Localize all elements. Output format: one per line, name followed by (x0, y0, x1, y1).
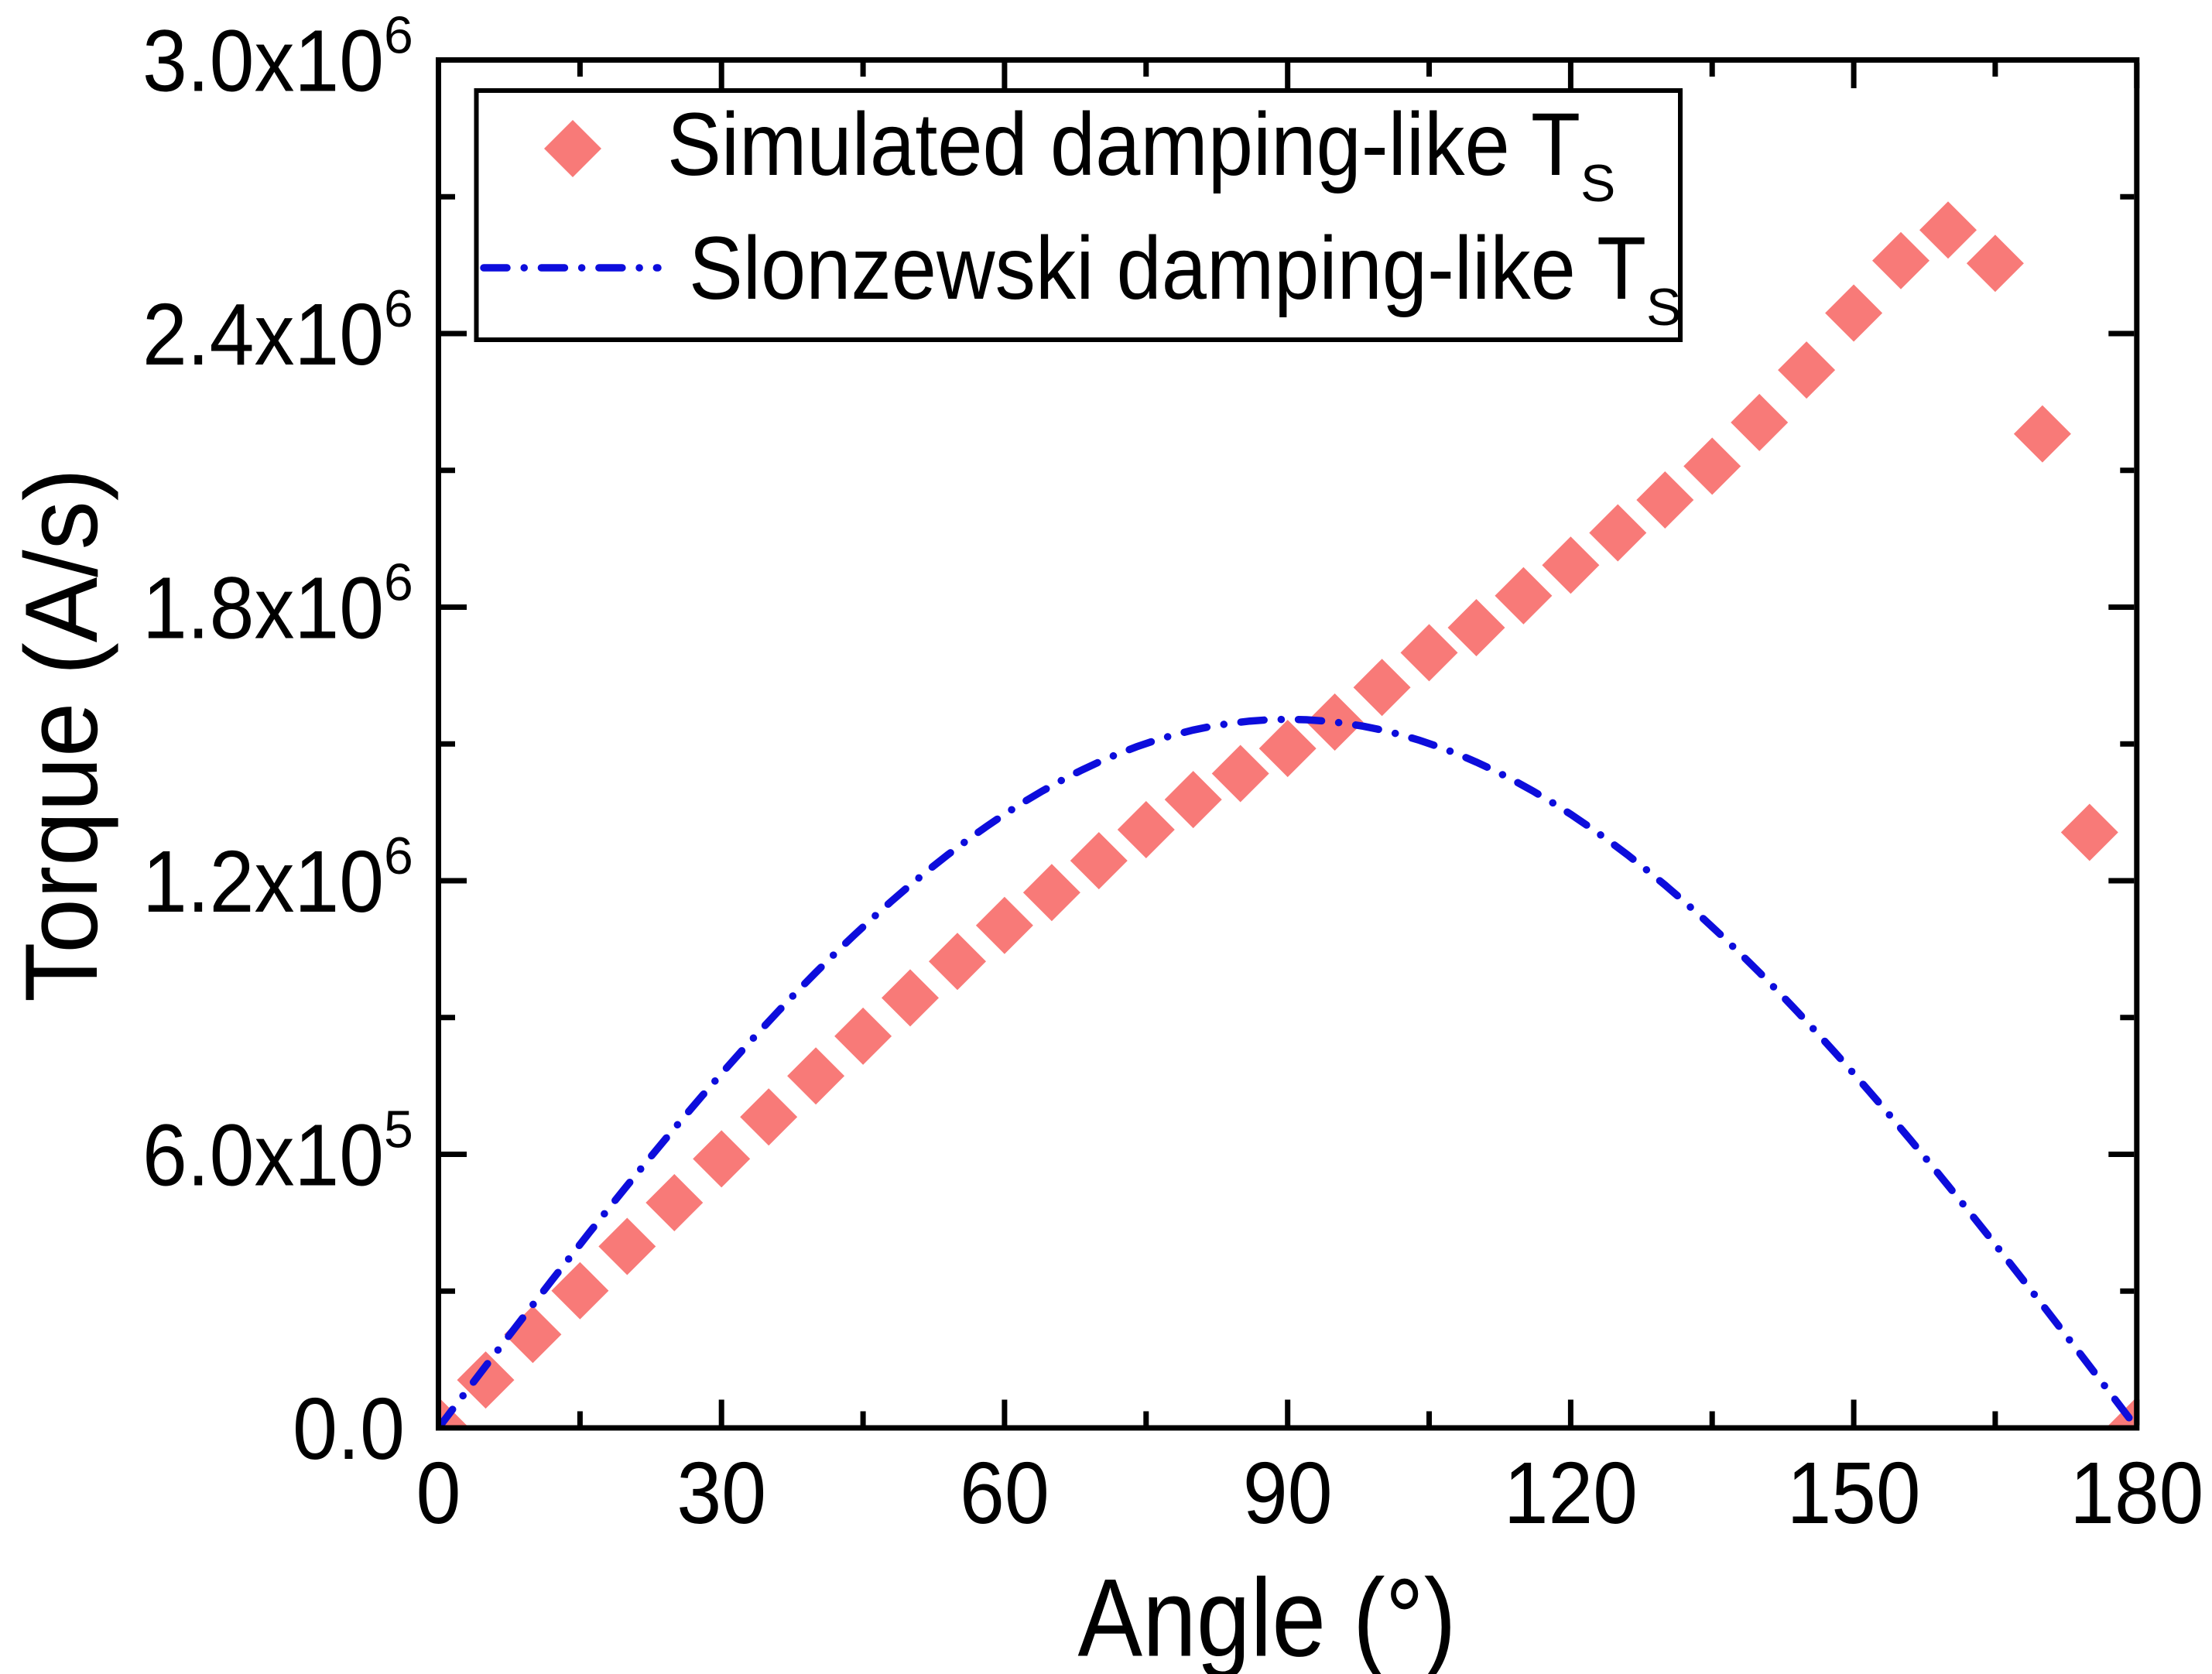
svg-text:120: 120 (1504, 1444, 1638, 1542)
svg-text:6: 6 (384, 553, 413, 612)
svg-text:6: 6 (384, 827, 413, 885)
svg-text:150: 150 (1787, 1444, 1921, 1542)
svg-text:Slonzewski damping-like T: Slonzewski damping-like T (689, 219, 1646, 318)
svg-text:0: 0 (416, 1444, 461, 1542)
svg-text:S: S (1646, 278, 1681, 337)
svg-text:5: 5 (384, 1101, 413, 1159)
svg-text:6: 6 (384, 6, 413, 65)
svg-text:Angle (°): Angle (°) (1078, 1557, 1457, 1674)
svg-text:1.2x10: 1.2x10 (142, 833, 384, 930)
svg-text:6.0x10: 6.0x10 (142, 1107, 384, 1204)
svg-text:3.0x10: 3.0x10 (142, 12, 384, 110)
svg-text:30: 30 (676, 1444, 766, 1542)
svg-text:Simulated damping-like T: Simulated damping-like T (667, 95, 1580, 194)
svg-text:60: 60 (960, 1444, 1050, 1542)
svg-text:6: 6 (384, 279, 413, 338)
svg-text:Torque (A/s): Torque (A/s) (5, 468, 119, 1002)
svg-text:90: 90 (1243, 1444, 1333, 1542)
svg-text:2.4x10: 2.4x10 (142, 286, 384, 383)
svg-text:1.8x10: 1.8x10 (142, 560, 384, 657)
svg-text:180: 180 (2070, 1444, 2203, 1542)
svg-text:S: S (1580, 154, 1615, 213)
svg-text:0.0: 0.0 (293, 1380, 405, 1477)
